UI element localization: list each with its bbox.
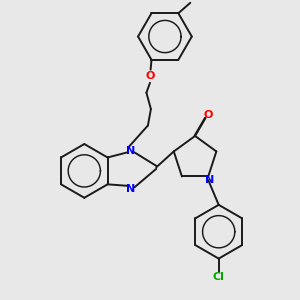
Text: Cl: Cl	[213, 272, 225, 282]
Text: O: O	[203, 110, 213, 120]
Text: O: O	[145, 71, 155, 81]
Text: N: N	[205, 175, 214, 185]
Text: N: N	[126, 184, 136, 194]
Text: N: N	[126, 146, 136, 156]
